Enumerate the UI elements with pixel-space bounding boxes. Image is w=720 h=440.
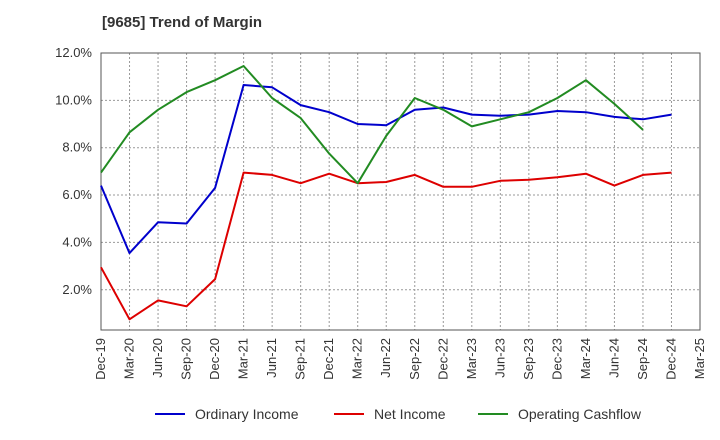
x-tick-label: Jun-22	[378, 338, 393, 378]
y-axis-ticks: 2.0% 4.0% 6.0% 8.0% 10.0% 12.0%	[55, 45, 92, 297]
legend-item-ordinary-income: Ordinary Income	[155, 406, 299, 422]
x-tick-label: Sep-24	[635, 338, 650, 380]
plot-area-frame	[100, 52, 701, 331]
x-tick-label: Jun-20	[150, 338, 165, 378]
x-tick-label: Dec-24	[663, 338, 678, 380]
x-tick-label: Sep-22	[407, 338, 422, 380]
legend-item-operating-cashflow: Operating Cashflow	[478, 406, 642, 422]
x-tick-label: Jun-24	[606, 338, 621, 378]
x-tick-label: Mar-23	[464, 338, 479, 379]
y-tick-label: 4.0%	[62, 234, 92, 249]
x-tick-label: Dec-23	[549, 338, 564, 380]
x-tick-label: Mar-20	[122, 338, 137, 379]
x-tick-label: Sep-21	[293, 338, 308, 380]
x-tick-label: Dec-22	[435, 338, 450, 380]
x-tick-label: Mar-22	[350, 338, 365, 379]
y-tick-label: 6.0%	[62, 187, 92, 202]
x-axis-ticks: Dec-19 Mar-20 Jun-20 Sep-20 Dec-20 Mar-21 Jun-…	[93, 338, 707, 380]
x-tick-label: Dec-19	[93, 338, 108, 380]
chart-title: [9685] Trend of Margin	[102, 14, 263, 31]
legend: Ordinary Income Net Income Operating Cashf…	[155, 406, 642, 422]
series-line-net-income	[100, 171, 672, 321]
x-tick-label: Sep-23	[521, 338, 536, 380]
y-tick-label: 10.0%	[55, 92, 92, 107]
x-tick-label: Mar-24	[578, 338, 593, 379]
legend-label: Operating Cashflow	[518, 406, 642, 422]
x-tick-label: Dec-21	[321, 338, 336, 380]
grid-layer	[101, 53, 700, 330]
x-tick-label: Dec-20	[207, 338, 222, 380]
legend-item-net-income: Net Income	[334, 406, 446, 422]
x-tick-label: Jun-21	[264, 338, 279, 378]
series-line-operating-cashflow	[100, 65, 644, 185]
x-tick-label: Mar-21	[236, 338, 251, 379]
legend-label: Ordinary Income	[195, 406, 299, 422]
y-tick-label: 12.0%	[55, 45, 92, 60]
y-tick-label: 2.0%	[62, 282, 92, 297]
x-tick-label: Mar-25	[692, 338, 707, 379]
series-line-ordinary-income	[100, 84, 672, 255]
x-tick-label: Jun-23	[492, 338, 507, 378]
x-tick-label: Sep-20	[179, 338, 194, 380]
y-tick-label: 8.0%	[62, 140, 92, 155]
legend-label: Net Income	[374, 406, 446, 422]
series-layer	[100, 65, 672, 321]
